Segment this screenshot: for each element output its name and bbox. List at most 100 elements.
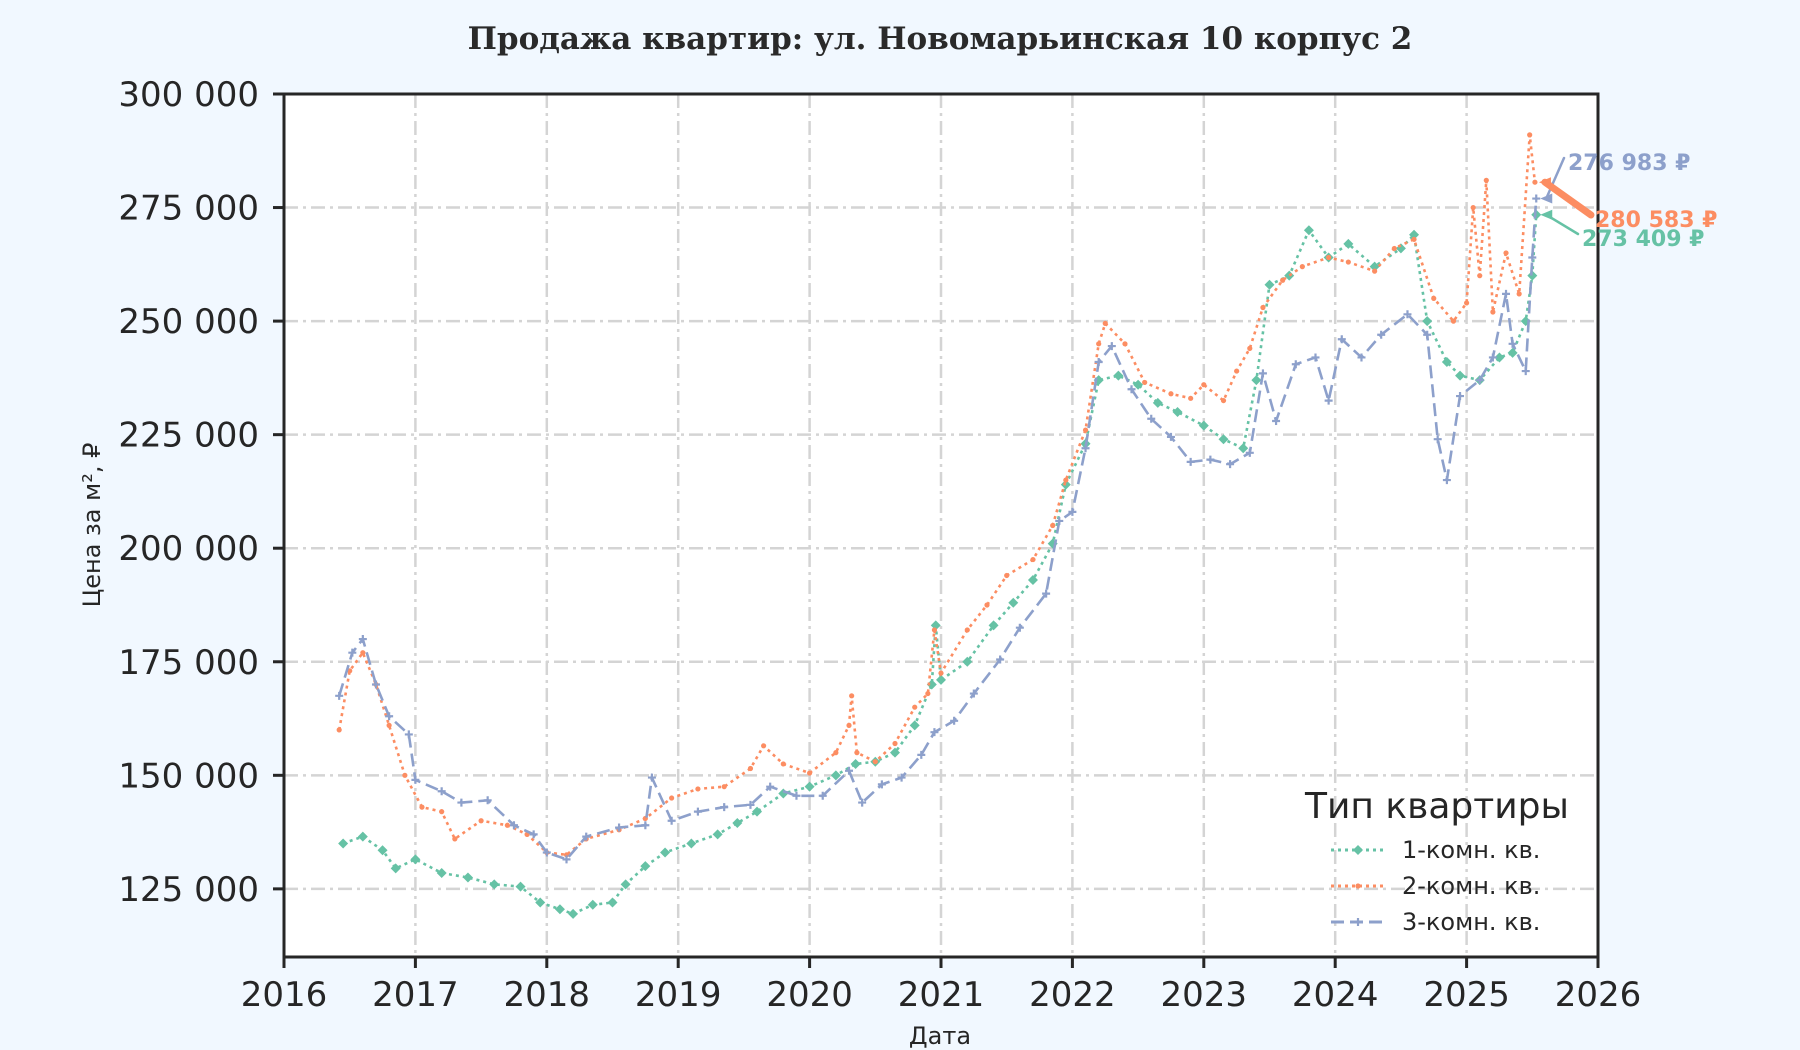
data-point: [892, 740, 898, 747]
series-line: [337, 198, 1538, 861]
end-annotation-3: 276 983 ₽: [1540, 151, 1690, 204]
data-point: [1442, 476, 1451, 485]
data-point: [854, 750, 860, 756]
data-point: [1238, 443, 1249, 454]
x-tick-label: 2019: [635, 975, 722, 1015]
data-point: [1027, 575, 1038, 586]
data-point: [1113, 370, 1124, 381]
data-point: [360, 650, 366, 656]
data-point: [1470, 204, 1476, 211]
data-point: [542, 848, 551, 857]
data-point: [1122, 341, 1128, 347]
data-point: [587, 899, 598, 910]
data-point: [1055, 516, 1064, 525]
data-point: [969, 689, 978, 698]
legend: Тип квартиры 1-комн. кв. 2-комн. кв. 3-ком…: [1304, 786, 1569, 936]
data-point: [712, 829, 723, 840]
data-point: [988, 620, 999, 631]
data-point: [1403, 310, 1412, 319]
data-point: [850, 758, 861, 769]
data-point: [554, 904, 565, 915]
data-point: [1409, 229, 1420, 240]
data-point: [1450, 318, 1457, 324]
data-point: [1152, 397, 1163, 408]
data-point: [338, 838, 349, 849]
data-point: [1042, 589, 1051, 598]
data-point: [437, 787, 446, 796]
data-point: [1272, 417, 1281, 426]
data-point: [1030, 556, 1036, 563]
data-point: [452, 836, 458, 842]
x-tick-label: 2022: [1029, 975, 1116, 1015]
data-point: [1337, 335, 1346, 344]
data-point: [669, 795, 675, 801]
data-point: [1260, 304, 1266, 311]
data-point: [752, 806, 763, 817]
data-point: [686, 838, 697, 849]
data-point: [1107, 342, 1116, 351]
y-tick-label: 175 000: [118, 643, 259, 683]
data-point: [1411, 236, 1417, 242]
data-point: [1502, 289, 1511, 298]
data-point: [830, 770, 841, 781]
data-point: [404, 730, 413, 739]
legend-items: 1-комн. кв. 2-комн. кв. 3-комн. кв.: [1331, 836, 1540, 936]
legend-label: 2-комн. кв.: [1402, 872, 1540, 900]
legend-label: 3-комн. кв.: [1402, 908, 1540, 936]
data-point: [1490, 309, 1496, 315]
data-point: [1503, 250, 1509, 256]
data-point: [1234, 368, 1240, 374]
x-tick-label: 2017: [372, 975, 459, 1015]
data-point: [1264, 279, 1275, 290]
y-tick-label: 125 000: [118, 870, 259, 910]
data-point: [925, 690, 931, 697]
data-point: [386, 722, 392, 728]
legend-item-3: 3-комн. кв.: [1331, 908, 1540, 936]
end-value-label: 280 583 ₽: [1595, 208, 1717, 233]
data-point: [720, 803, 729, 812]
annotation-arrow: [1541, 178, 1595, 219]
data-point: [1423, 330, 1432, 339]
data-point: [607, 897, 618, 908]
data-point: [1081, 444, 1090, 453]
y-tick-label: 300 000: [118, 75, 259, 115]
y-tick-label: 250 000: [118, 302, 259, 342]
data-point: [462, 872, 473, 883]
legend-swatch-marker: [1353, 845, 1363, 855]
data-point: [1220, 397, 1227, 404]
legend-item-2: 2-комн. кв.: [1331, 872, 1540, 900]
data-point: [1422, 316, 1433, 327]
data-point: [1441, 356, 1452, 367]
x-tick-label: 2024: [1292, 975, 1379, 1015]
end-value-label: 276 983 ₽: [1568, 151, 1690, 176]
data-point: [1198, 420, 1209, 431]
data-point: [732, 818, 743, 829]
data-point: [563, 852, 570, 858]
data-point: [1326, 254, 1332, 261]
legend-swatch-marker: [1354, 918, 1362, 926]
data-point: [1343, 238, 1354, 249]
data-point: [912, 704, 918, 710]
legend-swatch-marker: [1355, 883, 1361, 889]
data-point: [1345, 259, 1351, 265]
data-point: [1168, 391, 1174, 397]
data-point: [1391, 245, 1397, 252]
data-point: [357, 831, 368, 842]
data-point: [1015, 623, 1024, 632]
legend-label: 1-комн. кв.: [1402, 836, 1540, 864]
end-value-annotations: 276 983 ₽ 280 583 ₽273 409 ₽: [1538, 151, 1717, 252]
data-point: [693, 807, 702, 816]
data-point: [1050, 522, 1056, 529]
data-point: [667, 816, 676, 825]
series-3: [335, 194, 1541, 864]
data-point: [336, 727, 342, 733]
data-point: [938, 670, 944, 676]
legend-item-1: 1-комн. кв.: [1331, 836, 1540, 864]
x-tick-label: 2018: [504, 975, 591, 1015]
y-tick-label: 275 000: [118, 189, 259, 229]
y-tick-label: 200 000: [118, 529, 259, 569]
data-point: [1528, 253, 1537, 262]
data-point: [1527, 270, 1538, 281]
data-point: [761, 743, 767, 749]
